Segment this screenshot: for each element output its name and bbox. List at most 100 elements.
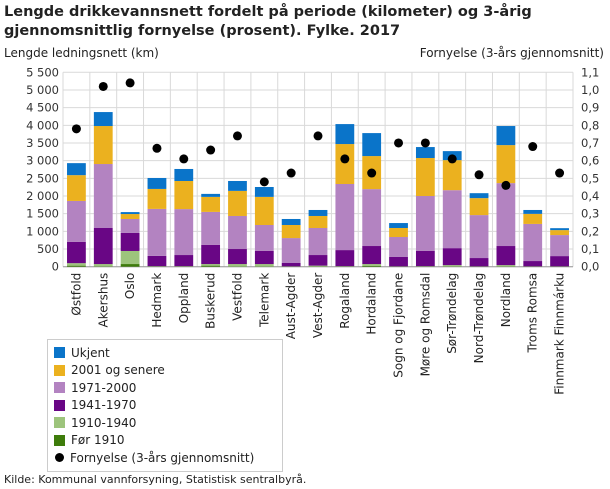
y-tick-label: 2 500 [26,171,59,185]
bar-segment [442,248,462,266]
bar-segment [415,158,435,197]
x-tick-label: Møre og Romsdal [418,273,432,377]
x-tick-label: Østfold [69,273,83,316]
bar-segment [254,250,274,265]
bar-segment [147,255,167,267]
y2-tick-label: 0,2 [581,224,599,238]
fornyelse-point [179,154,189,164]
bar-segment [120,264,140,267]
bar-segment [147,177,167,189]
legend-item: 1910-1940 [54,414,276,432]
legend-label: 2001 og senere [71,363,165,378]
legend-swatch [54,399,65,411]
bar-segment [550,235,569,257]
fornyelse-point [206,145,216,155]
legend-item: Fornyelse (3-års gjennomsnitt) [54,449,276,467]
fornyelse-point [98,81,108,91]
fornyelse-point [232,131,242,141]
bar-segment [254,186,274,197]
fornyelse-point [474,170,484,180]
y-tick-label: 3 500 [26,136,59,150]
bar-segment [523,261,543,267]
bar-segment [496,126,516,146]
bar-segment [120,214,140,219]
bar-segment [254,264,274,267]
bar-segment [442,265,462,267]
fornyelse-point [501,180,511,190]
legend-swatch [54,417,65,429]
y2-tick-label: 0,6 [581,154,599,168]
y-axis-label: Lengde ledningsnett (km) [4,46,159,60]
y2-tick-label: 0,8 [581,118,599,132]
bar-segment [335,250,355,267]
y2-tick-label: 0,0 [581,260,599,274]
bar-segment [147,188,167,209]
legend-label: 1941-1970 [71,398,137,413]
legend-swatch [54,347,65,359]
bar-segment [496,246,516,266]
fornyelse-point [340,154,350,164]
x-tick-label: Hordaland [365,273,379,335]
bar-segment [201,264,221,266]
x-tick-label: Akershus [96,273,110,328]
fornyelse-point [313,131,323,141]
bar-segment [389,237,408,257]
y2-tick-label: 1,0 [581,83,599,97]
chart-title: Lengde drikkevannsnett fordelt på period… [4,4,532,39]
legend-item: 2001 og senere [54,362,276,380]
bar-segment [469,215,489,259]
bar-segment [174,180,194,210]
y2-axis-label: Fornyelse (3-års gjennomsnitt) [419,46,604,60]
y-tick-label: 4 500 [26,101,59,115]
bar-segment [523,209,543,214]
x-tick-label: Vest-Agder [311,273,325,339]
x-tick-label: Rogaland [338,273,352,329]
bar-segment [120,218,140,233]
bar-segment [523,223,543,262]
x-tick-label: Nord-Trøndelag [472,273,486,364]
y-tick-label: 3 000 [26,154,59,168]
fornyelse-point [125,78,135,88]
bar-segment [415,147,435,159]
bar-segment [308,215,328,228]
y2-tick-label: 1,1 [581,65,599,79]
x-tick-label: Sør-Trøndelag [445,273,459,354]
bar-segment [362,133,382,157]
bar-segment [389,223,408,228]
y2-tick-label: 0,1 [581,242,599,256]
bar-segment [93,164,113,228]
y-tick-label: 4 000 [26,118,59,132]
legend-label: 1910-1940 [71,415,137,430]
bar-segment [201,265,221,267]
bar-segment [174,209,194,256]
bar-segment [201,244,221,265]
y-tick-label: 0 [52,260,59,274]
bar-segment [67,241,86,264]
bar-segment [469,198,489,216]
bar-segment [120,250,140,265]
bar-segment [228,215,247,250]
bar-segment [415,250,435,267]
bar-segment [93,264,113,267]
legend-dot-marker [55,453,64,463]
bar-segment [67,163,86,176]
fornyelse-point [528,142,538,152]
bar-segment [174,168,194,181]
y2-tick-label: 0,3 [581,207,599,221]
bar-segment [67,265,86,267]
bar-segment [67,175,86,201]
x-tick-label: Sogn og Fjordane [392,273,406,378]
bar-segment [362,246,382,265]
bar-segment [228,180,247,191]
bar-segment [308,255,328,266]
legend-label: 1971-2000 [71,380,137,395]
y2-tick-label: 0,5 [581,171,599,185]
x-tick-label: Finnmark Finnmárku [553,273,567,395]
bar-segment [469,193,489,199]
bar-segment [308,209,328,216]
bar-segment [93,112,113,127]
bar-segment [362,265,382,267]
bar-segment [120,232,140,251]
